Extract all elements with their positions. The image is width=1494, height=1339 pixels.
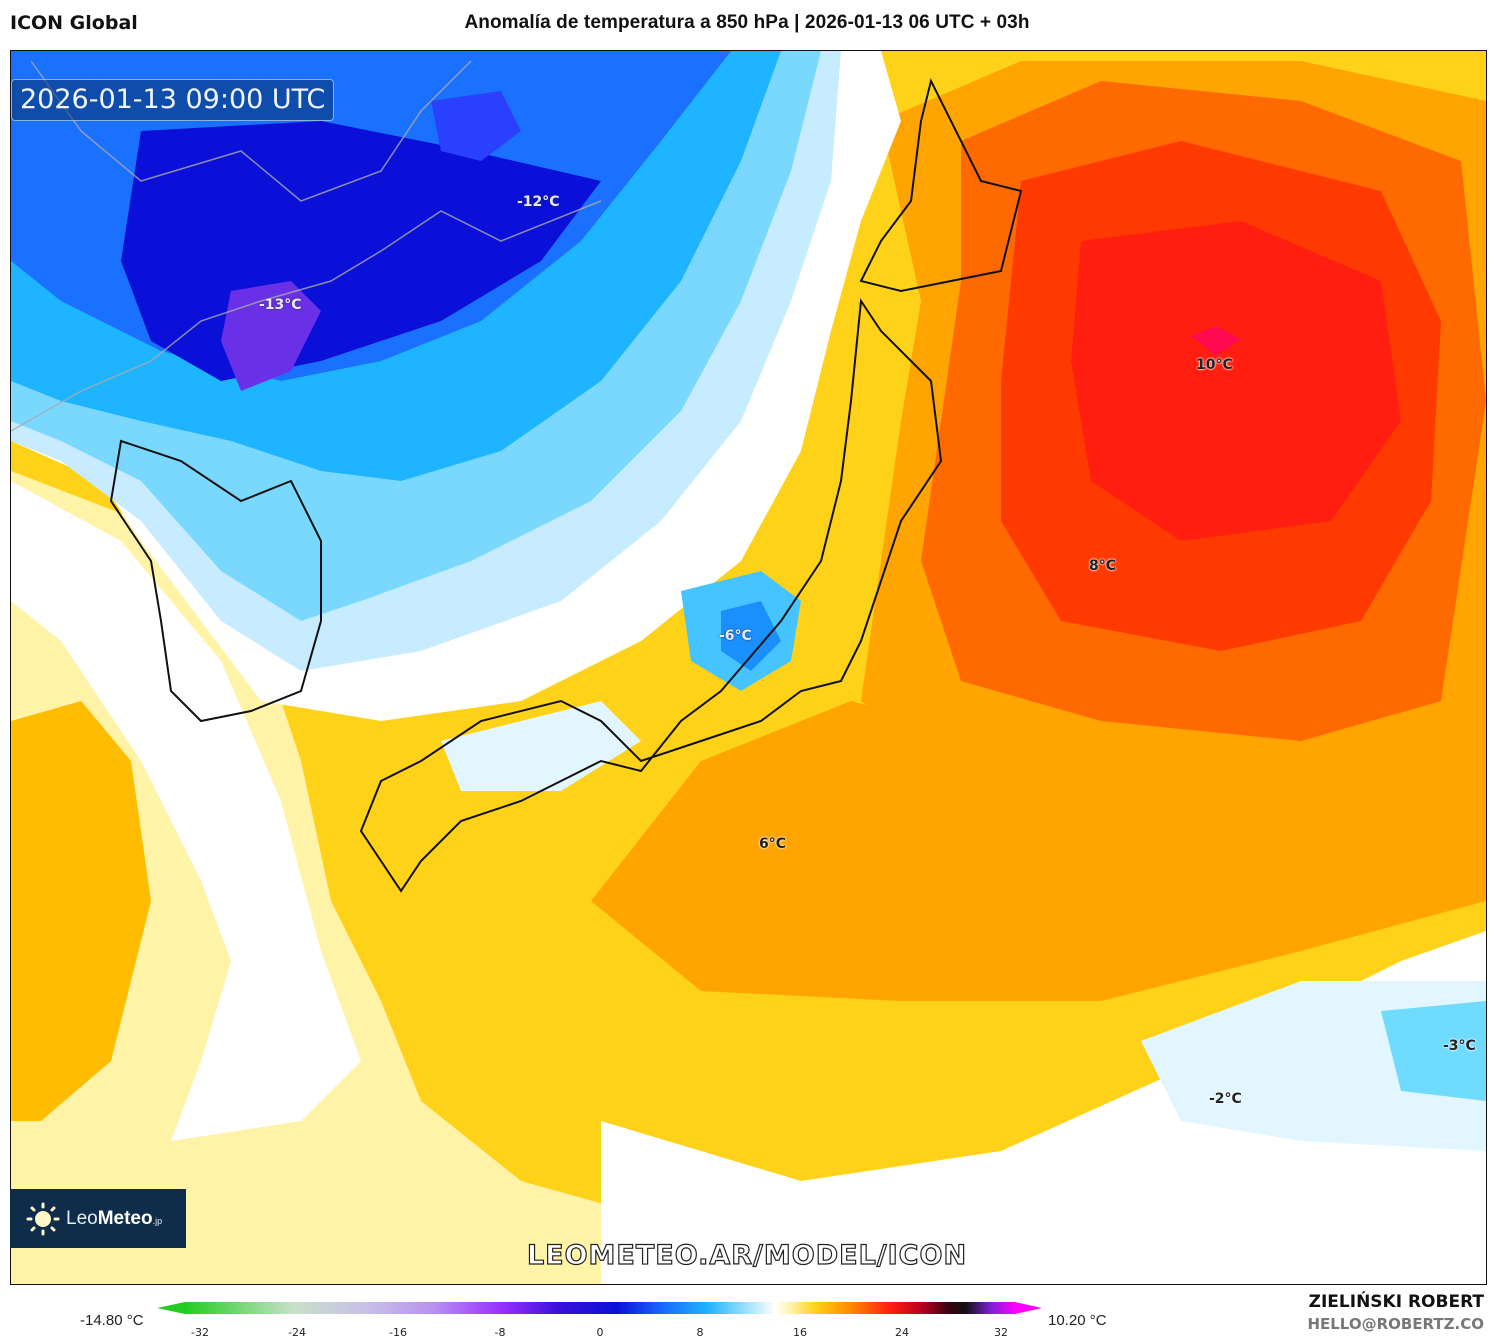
map-field (11, 51, 1486, 1284)
valid-time-badge: 2026-01-13 09:00 UTC (11, 79, 335, 121)
colorbar-min-label: -14.80 °C (80, 1312, 144, 1329)
colorbar-tick: -24 (288, 1326, 306, 1339)
author-email[interactable]: HELLO@ROBERTZ.CO (1307, 1315, 1484, 1333)
map-label-minus2: -2°C (1209, 1091, 1242, 1107)
colorbar-tick: 32 (994, 1326, 1008, 1339)
colorbar-tick: -32 (191, 1326, 209, 1339)
colorbar-tick: -16 (389, 1326, 407, 1339)
map-label-minus3: -3°C (1443, 1038, 1476, 1054)
chart-title: Anomalía de temperatura a 850 hPa | 2026… (464, 12, 1030, 33)
map-label-minus12: -12°C (517, 194, 560, 210)
logo-wordmark: LeoMeteo.jp (66, 1208, 162, 1230)
map-label-8: 8°C (1089, 558, 1117, 574)
temperature-anomaly-map[interactable]: 2026-01-13 09:00 UTC -12°C -13°C 10°C 8°… (10, 50, 1487, 1285)
colorbar-tick: 16 (793, 1326, 807, 1339)
colorbar-tick: 8 (696, 1326, 704, 1339)
colorbar-tick: 24 (895, 1326, 909, 1339)
watermark-url: LEOMETEO.AR/MODEL/ICON (526, 1239, 968, 1271)
logo-text-meteo: Meteo (97, 1207, 153, 1229)
colorbar (157, 1302, 1042, 1314)
colorbar-tick: -8 (494, 1326, 506, 1339)
leometeo-logo[interactable]: LeoMeteo.jp (10, 1189, 186, 1248)
colorbar-tick: 0 (596, 1326, 604, 1339)
sun-icon (26, 1202, 60, 1236)
map-label-6: 6°C (759, 836, 787, 852)
model-name: ICON Global (10, 12, 138, 34)
logo-text-suffix: .jp (152, 1215, 163, 1226)
map-label-minus13: -13°C (259, 297, 302, 313)
logo-text-leo: Leo (66, 1207, 98, 1229)
author-name: ZIELIŃSKI ROBERT (1308, 1292, 1484, 1312)
colorbar-max-label: 10.20 °C (1048, 1312, 1107, 1329)
map-label-10: 10°C (1196, 357, 1233, 373)
map-label-minus6: -6°C (719, 628, 752, 644)
